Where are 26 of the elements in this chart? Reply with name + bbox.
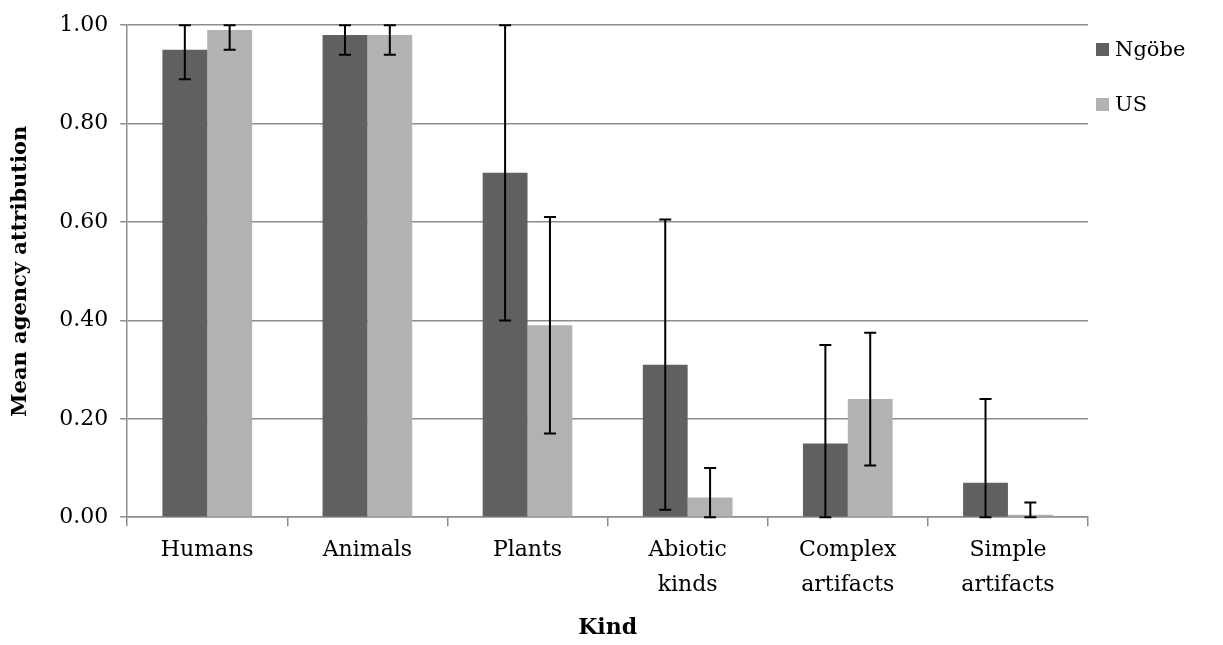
bar [322,35,368,517]
bar [802,443,848,517]
bar [642,364,688,517]
y-tick-label: 0.00 [59,502,109,528]
x-tick-label: Humans [160,535,254,561]
x-tick-label: Abiotic kinds [647,535,727,596]
bar [162,49,208,517]
x-tick-label: Plants [492,535,563,561]
y-axis-title: Mean agency attribution [6,125,32,417]
bar [207,30,253,517]
x-tick-label: Simple artifacts [961,535,1055,596]
y-tick-label: 0.80 [59,109,109,135]
x-axis-title: Kind [578,612,638,639]
y-tick-label: 0.20 [59,404,109,430]
y-tick-label: 1.00 [59,10,109,36]
x-tick-label: Complex artifacts [799,535,898,596]
x-tick-label: Animals [321,535,413,561]
bar [527,325,573,517]
legend-label: Ngöbe [1115,37,1186,61]
y-tick-label: 0.60 [59,207,109,233]
bar [482,172,528,517]
y-tick-label: 0.40 [59,306,109,332]
bar [367,35,413,517]
bar [847,399,893,517]
bar [963,482,1008,517]
legend-label: US [1115,92,1148,116]
